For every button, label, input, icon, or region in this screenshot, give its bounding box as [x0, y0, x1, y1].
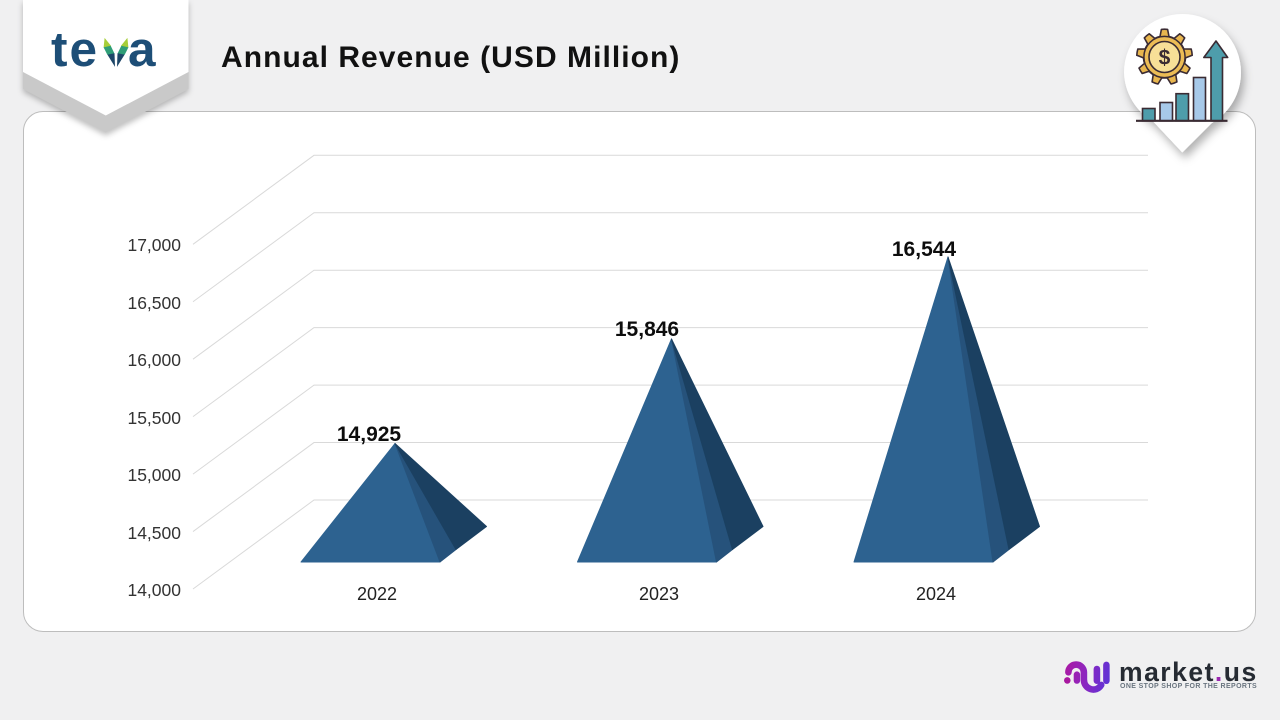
svg-text:$: $ — [1159, 47, 1171, 70]
